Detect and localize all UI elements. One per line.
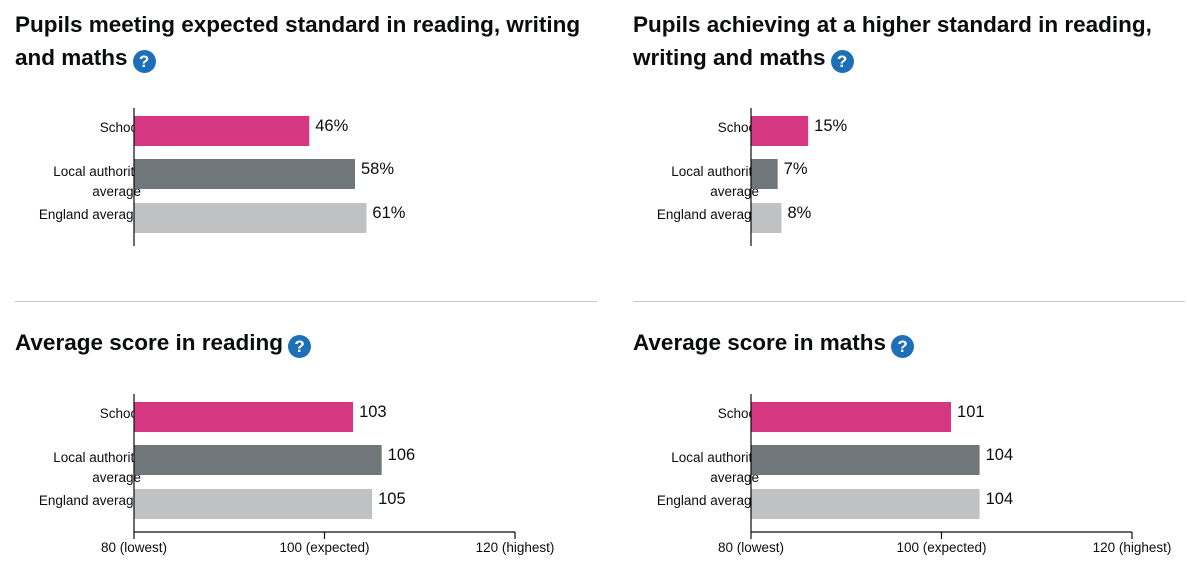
chart-panel-maths-score: Average score in maths? School Local aut… bbox=[633, 318, 1187, 567]
bar-chart-reading-score: 103 106 105 80 (lowest) 100 (expected) 120 (h… bbox=[101, 394, 555, 555]
bar-england bbox=[751, 489, 980, 519]
data-label-school: 103 bbox=[359, 403, 387, 421]
category-label-england: England average bbox=[38, 493, 141, 508]
bar-school bbox=[134, 402, 354, 432]
x-tick-label: 100 (expected) bbox=[279, 540, 369, 555]
data-label-local-authority: 58% bbox=[361, 160, 394, 178]
category-label-england: England average bbox=[38, 207, 141, 222]
data-label-england: 105 bbox=[378, 490, 406, 508]
chart-title-text: Pupils meeting expected standard in read… bbox=[15, 12, 581, 70]
chart-panel-higher-standard: Pupils achieving at a higher standard in… bbox=[633, 0, 1187, 300]
category-label-school: School bbox=[99, 406, 141, 421]
bar-school bbox=[134, 116, 310, 146]
category-label-england: England average bbox=[656, 493, 759, 508]
data-label-school: 15% bbox=[814, 117, 847, 135]
bar-local-authority bbox=[751, 445, 980, 475]
x-tick-label: 100 (expected) bbox=[896, 540, 986, 555]
bar-local-authority bbox=[134, 159, 355, 189]
bar-england bbox=[134, 489, 373, 519]
x-tick-label: 120 (highest) bbox=[1093, 540, 1172, 555]
category-label-england: England average bbox=[656, 207, 759, 222]
data-label-local-authority: 7% bbox=[784, 160, 808, 178]
bar-england bbox=[751, 203, 782, 233]
help-icon[interactable]: ? bbox=[891, 335, 915, 358]
bar-school bbox=[751, 402, 952, 432]
category-label-school: School bbox=[99, 120, 141, 135]
chart-title: Pupils meeting expected standard in read… bbox=[15, 8, 595, 74]
category-label-local-authority: Local authority average bbox=[671, 164, 759, 199]
chart-panel-reading-score: Average score in reading? School Local a… bbox=[15, 318, 600, 567]
chart-panel-expected-standard: Pupils meeting expected standard in read… bbox=[15, 0, 600, 300]
data-label-england: 8% bbox=[787, 204, 811, 222]
bar-local-authority bbox=[134, 445, 382, 475]
category-label-local-authority: Local authority average bbox=[53, 450, 141, 485]
section-divider-left bbox=[15, 301, 597, 302]
data-label-school: 101 bbox=[957, 403, 985, 421]
chart-title: Pupils achieving at a higher standard in… bbox=[633, 8, 1187, 74]
help-icon[interactable]: ? bbox=[132, 50, 156, 73]
help-icon[interactable]: ? bbox=[830, 50, 854, 73]
data-label-england: 61% bbox=[372, 204, 405, 222]
bar-school bbox=[751, 116, 809, 146]
chart-title: Average score in reading? bbox=[15, 326, 595, 359]
data-label-local-authority: 106 bbox=[388, 446, 416, 464]
chart-title-text: Average score in reading bbox=[15, 330, 284, 355]
x-tick-label: 120 (highest) bbox=[476, 540, 555, 555]
chart-title: Average score in maths? bbox=[633, 326, 1187, 359]
category-label-local-authority: Local authority average bbox=[53, 164, 141, 199]
chart-title-text: Pupils achieving at a higher standard in… bbox=[633, 12, 1152, 70]
data-label-england: 104 bbox=[986, 490, 1014, 508]
bar-local-authority bbox=[751, 159, 778, 189]
bar-chart-maths-score: 101 104 104 80 (lowest) 100 (expected) 120 (h… bbox=[718, 394, 1172, 555]
section-divider-right bbox=[633, 301, 1185, 302]
bar-chart-expected-standard: 46% 58% 61% bbox=[133, 108, 406, 246]
category-label-school: School bbox=[717, 406, 759, 421]
data-label-school: 46% bbox=[315, 117, 348, 135]
x-tick-label: 80 (lowest) bbox=[101, 540, 167, 555]
bar-england bbox=[134, 203, 367, 233]
help-icon[interactable]: ? bbox=[288, 335, 312, 358]
bar-chart-higher-standard: 15% 7% 8% bbox=[750, 108, 848, 246]
x-tick-label: 80 (lowest) bbox=[718, 540, 784, 555]
category-label-school: School bbox=[717, 120, 759, 135]
data-label-local-authority: 104 bbox=[986, 446, 1014, 464]
category-label-local-authority: Local authority average bbox=[671, 450, 759, 485]
chart-title-text: Average score in maths bbox=[633, 330, 887, 355]
